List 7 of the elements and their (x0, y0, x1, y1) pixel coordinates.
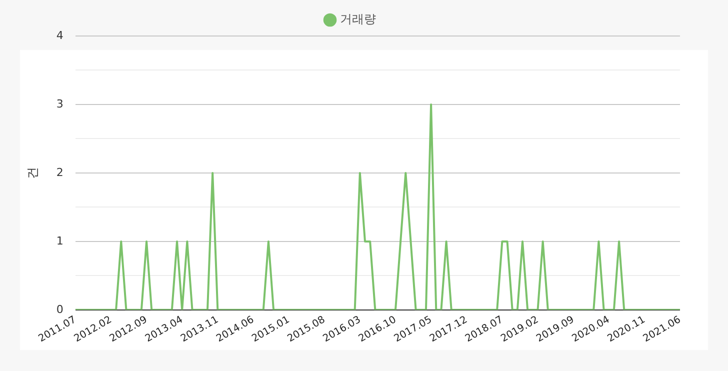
y-tick-label: 3 (56, 97, 64, 110)
y-axis-title: 건 (25, 166, 40, 179)
y-tick-label: 1 (56, 234, 64, 248)
y-tick-label: 2 (56, 166, 64, 179)
legend-label: 거래량 (340, 12, 376, 26)
y-tick-label: 0 (56, 302, 64, 316)
y-tick-label: 4 (56, 28, 64, 42)
